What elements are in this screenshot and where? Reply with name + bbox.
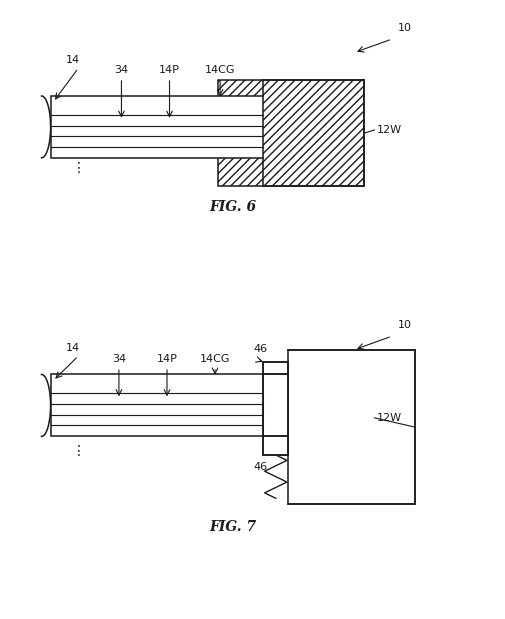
Text: 14CG: 14CG bbox=[205, 65, 235, 75]
Bar bbox=[217, 96, 263, 158]
Text: 14: 14 bbox=[66, 343, 80, 353]
Text: FIG. 7: FIG. 7 bbox=[209, 521, 256, 534]
Text: 12W: 12W bbox=[376, 413, 401, 423]
Text: ⋮: ⋮ bbox=[71, 162, 85, 175]
Text: 14P: 14P bbox=[156, 354, 177, 364]
Text: 34: 34 bbox=[112, 354, 126, 364]
Text: 14P: 14P bbox=[159, 65, 180, 75]
Text: ⋮: ⋮ bbox=[71, 444, 85, 457]
Text: 46: 46 bbox=[253, 462, 267, 472]
Bar bbox=[288, 350, 414, 504]
Text: 46: 46 bbox=[253, 344, 267, 354]
Text: 12W: 12W bbox=[376, 125, 401, 135]
Text: 10: 10 bbox=[397, 320, 411, 330]
Bar bbox=[50, 374, 263, 436]
Text: 10: 10 bbox=[397, 23, 411, 33]
Text: 34: 34 bbox=[114, 65, 128, 75]
Bar bbox=[50, 96, 263, 158]
Text: 14CG: 14CG bbox=[199, 354, 230, 364]
Bar bbox=[217, 80, 364, 186]
Text: FIG. 6: FIG. 6 bbox=[209, 201, 256, 214]
Bar bbox=[263, 362, 288, 455]
Text: 14: 14 bbox=[66, 55, 80, 65]
